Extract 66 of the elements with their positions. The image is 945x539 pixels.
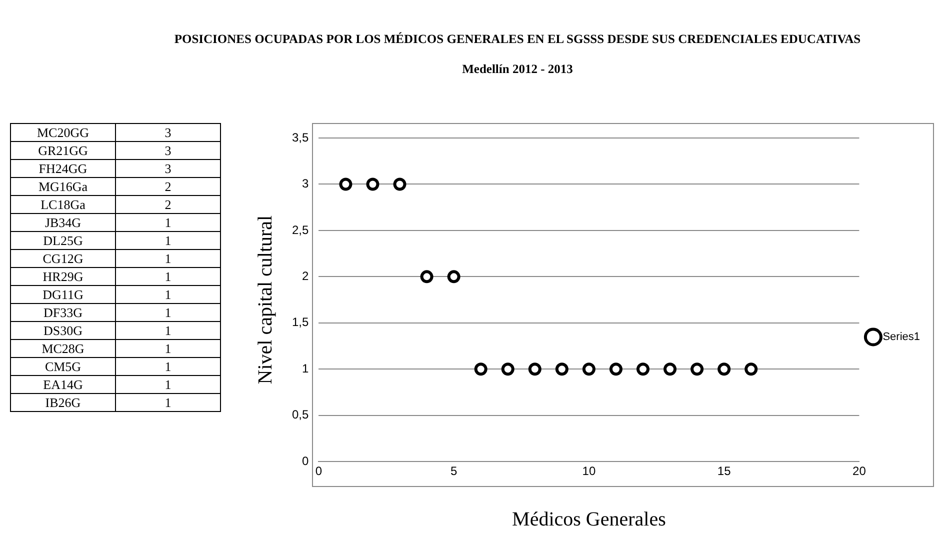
y-tick-label: 1 xyxy=(302,361,309,376)
category-label: IB26G xyxy=(10,394,116,412)
chart-title: POSICIONES OCUPADAS POR LOS MÉDICOS GENERALES EN EL SGSSS DESDE SUS CREDENCIALES EDUCATIVAS xyxy=(173,32,862,47)
point xyxy=(744,362,758,376)
category-label: FH24GG xyxy=(10,160,116,178)
data-label: 1 xyxy=(116,232,220,250)
category-label: GR21GG xyxy=(10,142,116,160)
category-label: HR29G xyxy=(10,268,116,286)
category-label: DL25G xyxy=(10,232,116,250)
category-label: LC18Ga xyxy=(10,196,116,214)
y-tick-label: 1,5 xyxy=(292,315,309,330)
x-tick-label: 0 xyxy=(315,464,322,478)
point xyxy=(555,362,568,376)
data-label: 2 xyxy=(116,196,220,214)
y-tick-label: 3,5 xyxy=(292,130,309,144)
data-label: 1 xyxy=(116,268,220,286)
x-tick-label: 10 xyxy=(582,464,596,478)
category-label: MG16Ga xyxy=(10,178,116,196)
point xyxy=(393,178,406,191)
data-label: 1 xyxy=(116,376,220,394)
point xyxy=(420,270,434,284)
point xyxy=(609,362,622,376)
data-label: 1 xyxy=(116,358,220,376)
y-tick-label: 3 xyxy=(302,176,309,191)
data-label: 3 xyxy=(116,160,220,178)
point xyxy=(636,362,650,376)
data-label: 3 xyxy=(116,142,220,160)
data-label: 1 xyxy=(116,304,220,322)
point xyxy=(528,362,542,376)
category-label: MC28G xyxy=(10,340,116,358)
data-label: 3 xyxy=(116,124,220,142)
x-tick-label: 20 xyxy=(852,464,866,478)
y-tick-label: 2 xyxy=(302,269,309,283)
chart-subtitle: Medellín 2012 - 2013 xyxy=(461,62,574,77)
point xyxy=(474,362,488,376)
y-tick-label: 0,5 xyxy=(292,408,309,422)
data-label: 1 xyxy=(116,394,220,412)
x-tick-label: 15 xyxy=(717,464,732,478)
legend-label: Series1 xyxy=(882,331,920,344)
y-tick-label: 0 xyxy=(302,454,309,468)
category-label: EA14G xyxy=(10,376,116,394)
point xyxy=(366,178,380,191)
data-label: 2 xyxy=(116,178,220,196)
data-label: 1 xyxy=(116,214,220,232)
category-label: CG12G xyxy=(10,250,116,268)
x-tick-label: 5 xyxy=(450,464,458,478)
point xyxy=(339,178,352,191)
point xyxy=(582,362,596,376)
category-label: CM5G xyxy=(10,358,116,376)
y-tick-label: 2,5 xyxy=(292,222,309,237)
point xyxy=(664,362,677,376)
point xyxy=(447,270,460,284)
category-label: MC20GG xyxy=(10,124,116,142)
category-label: JB34G xyxy=(10,214,116,232)
data-label: 1 xyxy=(116,322,220,340)
category-label: DG11G xyxy=(10,286,116,304)
x-axis-title: Médicos Generales xyxy=(512,508,666,530)
category-label: DF33G xyxy=(10,304,116,322)
category-label: DS30G xyxy=(10,322,116,340)
data-label: 1 xyxy=(116,250,220,268)
point xyxy=(690,362,704,376)
point xyxy=(718,362,731,376)
point xyxy=(501,362,514,376)
data-label: 1 xyxy=(116,340,220,358)
y-axis-title: Nivel capital cultural xyxy=(254,214,276,384)
data-label: 1 xyxy=(116,286,220,304)
